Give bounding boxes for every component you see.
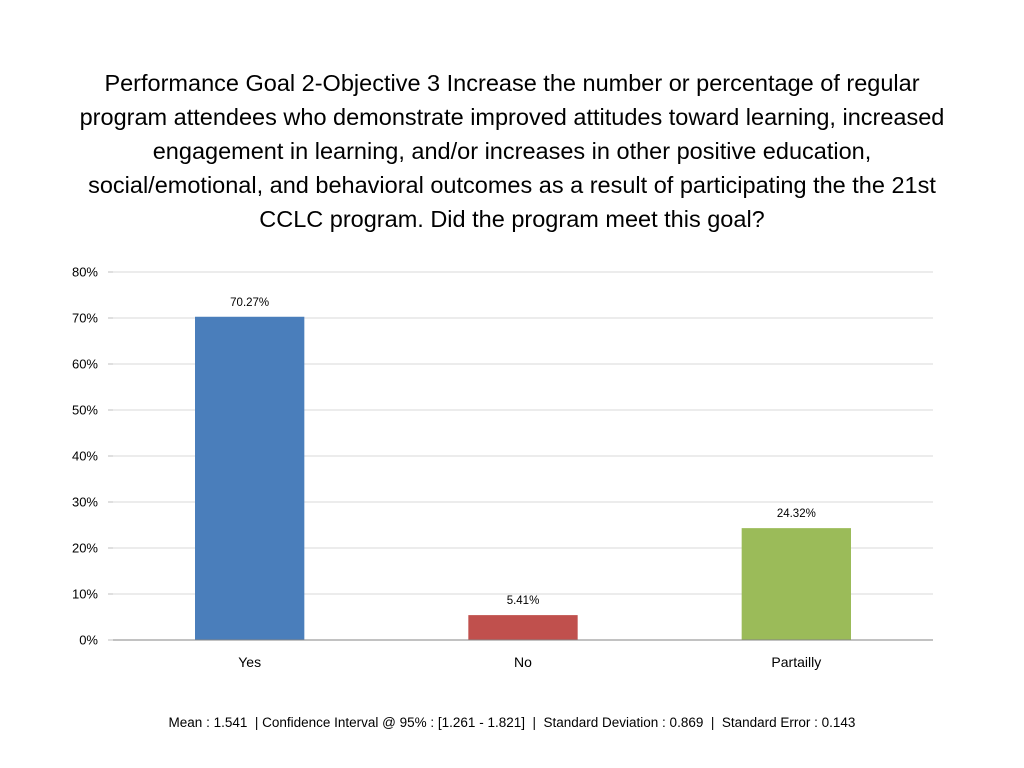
x-tick-label-yes: Yes — [238, 654, 261, 670]
bar-no — [468, 615, 578, 640]
y-tick-label: 40% — [72, 449, 98, 464]
x-axis: Yes No Partailly — [113, 639, 933, 670]
y-tick-label: 30% — [72, 495, 98, 510]
bar-partailly — [741, 528, 851, 640]
y-axis: 0% 10% 20% 30% 40% 50% 60% 70% 80% — [72, 265, 113, 648]
statistics-summary: Mean : 1.541 | Confidence Interval @ 95%… — [168, 715, 856, 730]
data-labels: 70.27% 5.41% 24.32% — [230, 297, 816, 607]
data-label-partailly: 24.32% — [777, 508, 816, 520]
data-label-no: 5.41% — [507, 595, 540, 607]
bars — [195, 316, 851, 640]
y-tick-label: 10% — [72, 587, 98, 602]
x-tick-label-no: No — [514, 654, 532, 670]
y-tick-label: 20% — [72, 541, 98, 556]
data-label-yes: 70.27% — [230, 297, 269, 309]
y-tick-label: 60% — [72, 357, 98, 372]
y-tick-label: 70% — [72, 311, 98, 326]
y-tick-label: 80% — [72, 265, 98, 280]
bar-yes — [195, 316, 305, 640]
y-tick-label: 0% — [79, 633, 98, 648]
chart-title: Performance Goal 2-Objective 3 Increase … — [79, 70, 945, 232]
x-tick-label-partailly: Partailly — [771, 654, 821, 670]
y-tick-label: 50% — [72, 403, 98, 418]
